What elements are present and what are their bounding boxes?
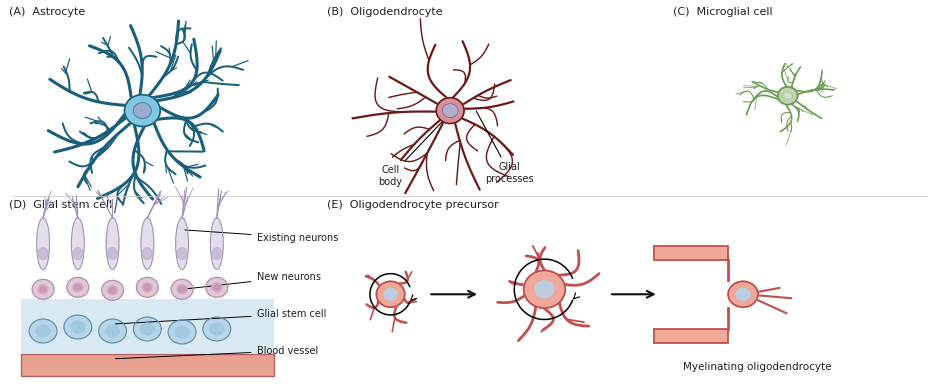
Ellipse shape [524, 270, 565, 308]
Ellipse shape [142, 248, 152, 260]
Ellipse shape [71, 218, 85, 269]
FancyBboxPatch shape [653, 246, 728, 260]
Ellipse shape [110, 288, 116, 293]
Text: (A)  Astrocyte: (A) Astrocyte [9, 7, 86, 17]
Ellipse shape [176, 218, 189, 269]
Text: Glial stem cell: Glial stem cell [116, 309, 326, 324]
Text: (D)  Glial stem cell: (D) Glial stem cell [9, 200, 113, 210]
Ellipse shape [436, 98, 464, 123]
Ellipse shape [105, 325, 119, 337]
Ellipse shape [442, 104, 458, 118]
Ellipse shape [136, 277, 158, 297]
Ellipse shape [106, 218, 119, 269]
Ellipse shape [384, 288, 397, 300]
Text: (B)  Oligodendrocyte: (B) Oligodendrocyte [327, 7, 443, 17]
Ellipse shape [777, 87, 798, 105]
Ellipse shape [73, 248, 83, 260]
Ellipse shape [171, 279, 193, 299]
Ellipse shape [29, 319, 57, 343]
Ellipse shape [376, 281, 405, 307]
Ellipse shape [180, 287, 185, 292]
Ellipse shape [75, 285, 81, 290]
Ellipse shape [206, 277, 227, 297]
Ellipse shape [783, 92, 792, 100]
FancyBboxPatch shape [653, 329, 728, 343]
Ellipse shape [203, 317, 230, 341]
Ellipse shape [142, 283, 152, 292]
Ellipse shape [140, 323, 154, 335]
Ellipse shape [145, 285, 150, 290]
Ellipse shape [64, 315, 92, 339]
Ellipse shape [535, 281, 554, 298]
Ellipse shape [73, 283, 83, 292]
Ellipse shape [133, 103, 151, 119]
Ellipse shape [107, 248, 118, 260]
FancyBboxPatch shape [22, 354, 274, 376]
Ellipse shape [213, 285, 220, 290]
Ellipse shape [40, 287, 46, 292]
Ellipse shape [124, 95, 160, 126]
Ellipse shape [107, 286, 118, 295]
Ellipse shape [37, 218, 50, 269]
Ellipse shape [70, 321, 85, 333]
Text: Glial
processes: Glial processes [477, 111, 534, 184]
Ellipse shape [32, 279, 54, 299]
Text: (E)  Oligodendrocyte precursor: (E) Oligodendrocyte precursor [327, 200, 499, 210]
Ellipse shape [141, 218, 154, 269]
Ellipse shape [133, 317, 162, 341]
Ellipse shape [728, 281, 758, 307]
Ellipse shape [39, 248, 48, 260]
Text: Myelinating oligodendrocyte: Myelinating oligodendrocyte [683, 362, 832, 372]
Text: Cell
body: Cell body [379, 121, 444, 187]
Text: (C)  Microglial cell: (C) Microglial cell [672, 7, 772, 17]
FancyBboxPatch shape [22, 299, 274, 354]
Ellipse shape [99, 319, 127, 343]
Ellipse shape [736, 288, 750, 300]
Ellipse shape [211, 218, 224, 269]
Text: Blood vessel: Blood vessel [116, 346, 318, 359]
Ellipse shape [210, 323, 224, 335]
Ellipse shape [67, 277, 88, 297]
Ellipse shape [212, 248, 222, 260]
Ellipse shape [175, 326, 189, 338]
Ellipse shape [36, 325, 50, 337]
Ellipse shape [168, 320, 196, 344]
Ellipse shape [39, 285, 48, 294]
Ellipse shape [212, 283, 222, 292]
Text: New neurons: New neurons [185, 272, 321, 289]
Ellipse shape [177, 285, 187, 294]
Ellipse shape [102, 281, 123, 300]
Ellipse shape [177, 248, 187, 260]
Text: Existing neurons: Existing neurons [185, 230, 337, 242]
